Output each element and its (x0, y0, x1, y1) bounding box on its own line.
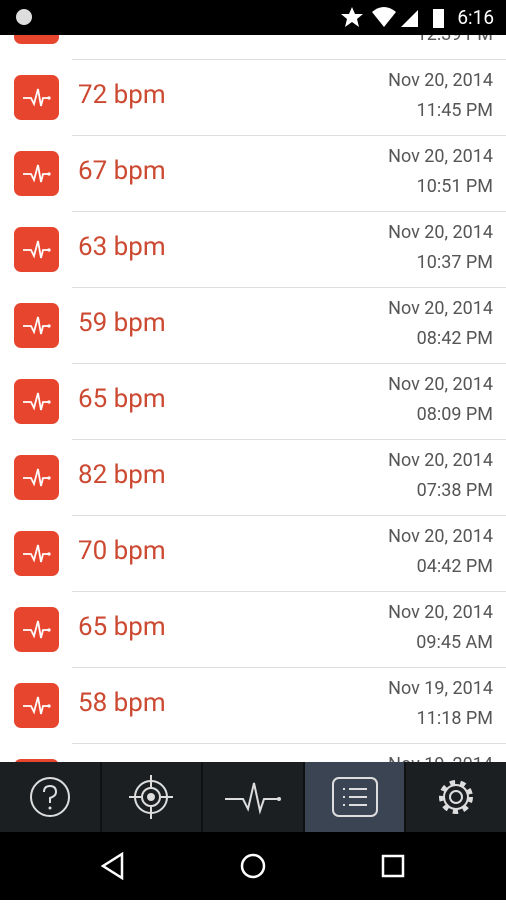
reading-date: Nov 20, 2014 (388, 602, 493, 623)
back-button[interactable] (100, 851, 124, 881)
divider (72, 287, 506, 288)
bpm-value: 82 bpm (78, 460, 166, 490)
divider (72, 439, 506, 440)
reading-row[interactable]: 72 bpm Nov 20, 2014 11:45 PM (0, 60, 506, 136)
reading-time: 04:42 PM (416, 556, 493, 577)
reading-date: Nov 19, 2014 (388, 754, 493, 762)
bpm-value: 65 bpm (78, 612, 166, 642)
tab-bar (0, 762, 506, 832)
reading-date: Nov 19, 2014 (388, 678, 493, 699)
heart-icon (14, 379, 59, 424)
reading-time: 10:51 PM (416, 176, 493, 197)
reading-date: Nov 20, 2014 (388, 222, 493, 243)
status-bar: 6:16 (0, 0, 506, 35)
reading-date: Nov 20, 2014 (388, 450, 493, 471)
reading-time: 10:37 PM (416, 252, 493, 273)
reading-row[interactable]: 82 bpm Nov 20, 2014 07:38 PM (0, 440, 506, 516)
reading-row[interactable]: 59 bpm Nov 20, 2014 08:42 PM (0, 288, 506, 364)
target-tab[interactable] (102, 762, 204, 832)
heart-icon (14, 683, 59, 728)
bpm-value: 70 bpm (78, 536, 166, 566)
divider (72, 591, 506, 592)
measure-tab[interactable] (203, 762, 305, 832)
heart-icon (14, 35, 59, 44)
reading-time: 11:18 PM (416, 708, 493, 729)
reading-row[interactable]: 67 bpm Nov 20, 2014 10:51 PM (0, 136, 506, 212)
settings-tab[interactable] (406, 762, 506, 832)
bpm-value: 59 bpm (78, 308, 166, 338)
reading-date: Nov 20, 2014 (388, 298, 493, 319)
divider (72, 211, 506, 212)
reading-row[interactable]: 63 bpm Nov 20, 2014 10:37 PM (0, 212, 506, 288)
bpm-value: 65 bpm (78, 384, 166, 414)
reading-time: 08:42 PM (416, 328, 493, 349)
reading-time: 07:38 PM (416, 480, 493, 501)
reading-row[interactable]: 65 bpm Nov 20, 2014 08:09 PM (0, 364, 506, 440)
heart-icon (14, 607, 59, 652)
bpm-value: 67 bpm (78, 156, 166, 186)
reading-row[interactable]: Nov 19, 2014 (0, 744, 506, 762)
clock: 6:16 (457, 6, 494, 29)
bpm-value: 58 bpm (78, 688, 166, 718)
reading-list: 12:39 PM 72 bpm Nov 20, 2014 11:45 PM 67 bpm… (0, 35, 506, 762)
reading-row[interactable]: 12:39 PM (0, 35, 506, 60)
status-icons (16, 7, 444, 28)
help-tab[interactable] (0, 762, 102, 832)
reading-date: Nov 20, 2014 (388, 374, 493, 395)
divider (72, 59, 506, 60)
reading-row[interactable]: 65 bpm Nov 20, 2014 09:45 AM (0, 592, 506, 668)
reading-time: 11:45 PM (416, 100, 493, 121)
divider (72, 363, 506, 364)
recents-button[interactable] (381, 854, 405, 878)
reading-time: 12:39 PM (417, 35, 493, 45)
history-tab[interactable] (304, 762, 407, 832)
heart-icon (14, 455, 59, 500)
reading-date: Nov 20, 2014 (388, 70, 493, 91)
heart-icon (14, 303, 59, 348)
divider (72, 667, 506, 668)
nav-buttons (100, 851, 405, 881)
nav-bar (0, 832, 506, 900)
reading-date: Nov 20, 2014 (388, 146, 493, 167)
reading-row[interactable]: 58 bpm Nov 19, 2014 11:18 PM (0, 668, 506, 744)
heart-icon (14, 75, 59, 120)
reading-time: 08:09 PM (416, 404, 493, 425)
heart-icon (14, 759, 59, 762)
reading-row[interactable]: 70 bpm Nov 20, 2014 04:42 PM (0, 516, 506, 592)
reading-date: Nov 20, 2014 (388, 526, 493, 547)
heart-icon (14, 151, 59, 196)
divider (72, 135, 506, 136)
heart-icon (14, 531, 59, 576)
reading-time: 09:45 AM (416, 632, 493, 653)
bpm-value: 72 bpm (78, 80, 166, 110)
divider (72, 743, 506, 744)
heart-icon (14, 227, 59, 272)
divider (72, 515, 506, 516)
bpm-value: 63 bpm (78, 232, 166, 262)
home-button[interactable] (240, 853, 266, 879)
